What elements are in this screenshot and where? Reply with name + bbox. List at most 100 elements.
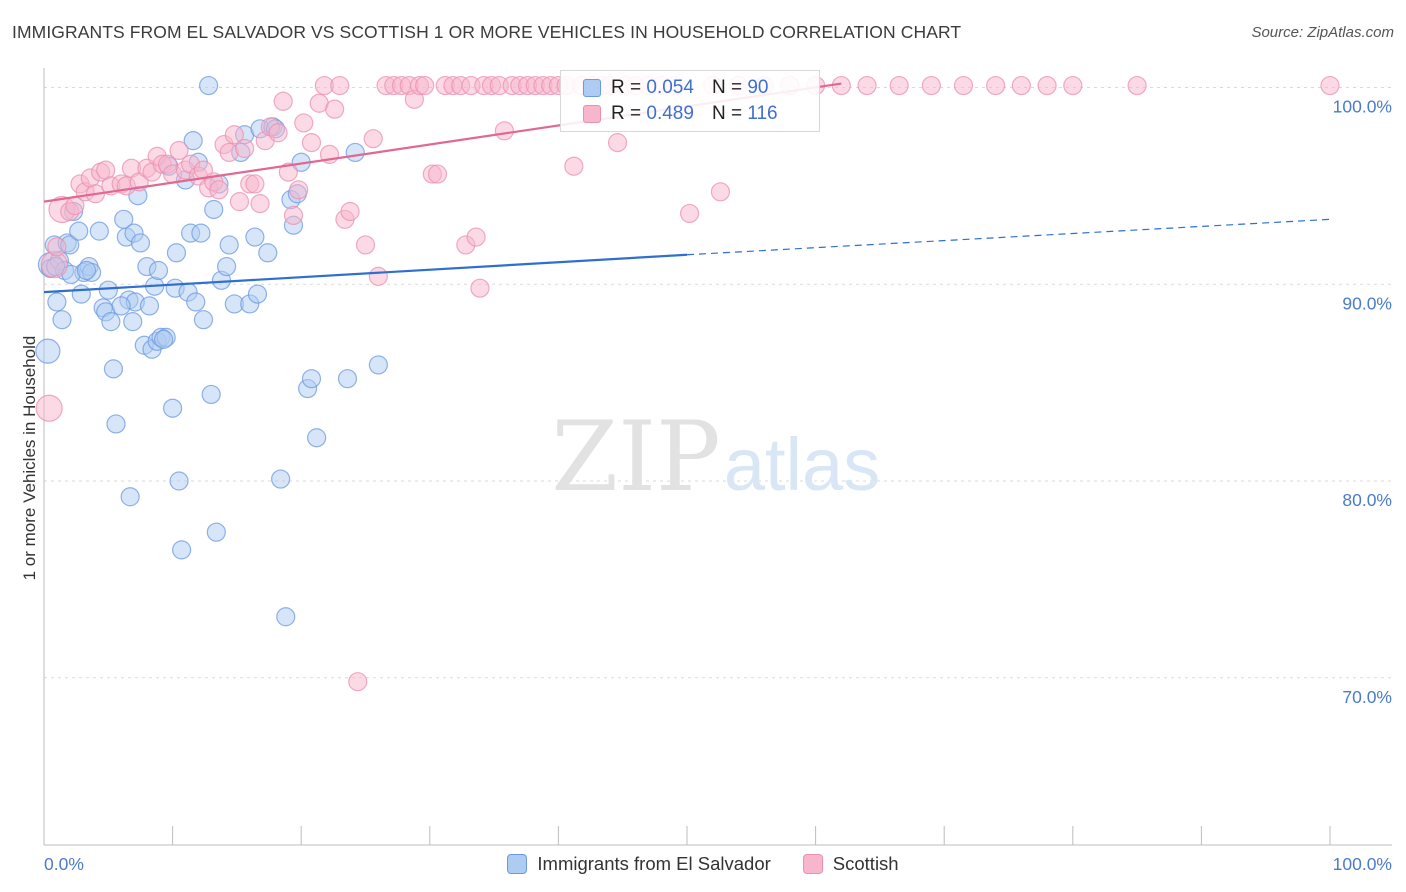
x-tick-label: 100.0% bbox=[1333, 854, 1392, 874]
data-point bbox=[294, 113, 314, 133]
data-point bbox=[106, 414, 126, 434]
watermark: ZIP atlas bbox=[551, 401, 880, 513]
data-point bbox=[199, 75, 219, 96]
data-point bbox=[224, 125, 244, 145]
data-point bbox=[564, 156, 584, 176]
y-tick-label: 70.0% bbox=[1342, 687, 1392, 707]
data-point bbox=[101, 312, 121, 332]
data-point bbox=[337, 369, 358, 389]
stats-legend: R = 0.054 N = 90 R = 0.489 N = 116 bbox=[560, 70, 820, 132]
data-point bbox=[1127, 75, 1147, 96]
data-point bbox=[363, 129, 383, 149]
data-point bbox=[301, 369, 322, 389]
data-point bbox=[217, 256, 237, 277]
data-point bbox=[348, 672, 368, 692]
watermark-atlas: atlas bbox=[724, 423, 880, 506]
legend-r-value-scottish: 0.489 bbox=[646, 103, 694, 124]
legend-r-label: R = bbox=[611, 77, 642, 98]
data-point bbox=[466, 227, 486, 247]
legend-swatch-scottish bbox=[802, 854, 823, 874]
data-point bbox=[103, 359, 124, 379]
data-point bbox=[1063, 75, 1083, 96]
data-point bbox=[258, 243, 278, 263]
data-point bbox=[857, 75, 877, 96]
data-point bbox=[169, 140, 189, 161]
data-point bbox=[98, 280, 118, 300]
trend-extension-el-salvador bbox=[686, 218, 1331, 256]
data-point bbox=[1011, 75, 1031, 96]
data-point bbox=[273, 91, 293, 111]
data-point bbox=[1037, 75, 1057, 96]
data-point bbox=[307, 428, 327, 448]
data-point bbox=[204, 199, 224, 220]
data-point bbox=[219, 235, 239, 255]
legend-r-value-el-salvador: 0.054 bbox=[646, 77, 694, 98]
data-point bbox=[415, 75, 435, 96]
data-point bbox=[35, 338, 61, 364]
data-point bbox=[276, 607, 296, 627]
data-point bbox=[268, 123, 288, 143]
legend-r-label: R = bbox=[611, 103, 642, 124]
axes bbox=[43, 68, 1392, 846]
x-tick-label: 0.0% bbox=[44, 854, 84, 874]
data-point bbox=[120, 487, 140, 507]
legend-n-value-scottish: 116 bbox=[747, 103, 778, 124]
data-point bbox=[278, 162, 298, 182]
data-point bbox=[193, 310, 214, 330]
legend-n-label: N = bbox=[711, 103, 743, 124]
legend-row-scottish: R = 0.489 N = 116 bbox=[561, 102, 778, 126]
data-point bbox=[76, 260, 97, 281]
legend-item-el-salvador[interactable]: Immigrants from El Salvador bbox=[507, 853, 771, 875]
data-point bbox=[186, 292, 206, 312]
data-point bbox=[148, 260, 169, 281]
data-point bbox=[111, 296, 131, 316]
data-point bbox=[130, 233, 151, 253]
data-point bbox=[209, 180, 229, 200]
data-point bbox=[169, 471, 189, 491]
data-point bbox=[301, 133, 322, 153]
data-point bbox=[325, 99, 345, 119]
legend-label-scottish: Scottish bbox=[832, 853, 899, 874]
data-point bbox=[35, 394, 63, 422]
tick-labels: 100.0% 90.0% 80.0% 70.0% 0.0% 100.0% bbox=[44, 97, 1392, 874]
legend-swatch-scottish bbox=[583, 105, 601, 123]
data-point bbox=[47, 237, 67, 257]
data-point bbox=[47, 292, 67, 312]
data-point bbox=[163, 398, 183, 418]
data-point bbox=[172, 540, 192, 560]
data-point bbox=[183, 131, 203, 151]
data-point bbox=[166, 243, 187, 263]
source-credit: Source: ZipAtlas.com bbox=[1251, 24, 1394, 41]
data-point bbox=[427, 164, 448, 184]
data-point bbox=[986, 75, 1006, 96]
data-point bbox=[123, 312, 143, 332]
data-point bbox=[368, 266, 388, 286]
trend-line-el-salvador bbox=[43, 253, 688, 294]
data-point bbox=[245, 174, 265, 194]
data-point bbox=[271, 469, 291, 489]
watermark-zip: ZIP bbox=[551, 401, 720, 513]
data-point bbox=[921, 75, 941, 96]
data-point bbox=[470, 278, 490, 298]
data-point bbox=[889, 75, 909, 96]
data-point bbox=[1320, 75, 1340, 96]
legend-row-el-salvador: R = 0.054 N = 90 bbox=[561, 76, 768, 100]
data-point bbox=[340, 201, 360, 222]
data-point bbox=[355, 235, 376, 255]
data-point bbox=[139, 296, 160, 316]
data-point bbox=[607, 133, 628, 153]
data-point bbox=[206, 522, 226, 542]
data-point bbox=[283, 205, 304, 225]
data-point bbox=[229, 192, 250, 212]
legend-label-el-salvador: Immigrants from El Salvador bbox=[537, 853, 771, 874]
y-tick-label: 100.0% bbox=[1333, 97, 1392, 117]
data-point bbox=[71, 284, 91, 304]
data-point bbox=[330, 75, 350, 96]
data-point bbox=[289, 180, 309, 200]
data-point bbox=[89, 221, 109, 241]
data-point bbox=[52, 310, 72, 330]
data-point bbox=[235, 138, 255, 159]
data-point bbox=[250, 193, 270, 214]
legend-item-scottish[interactable]: Scottish bbox=[802, 853, 899, 875]
